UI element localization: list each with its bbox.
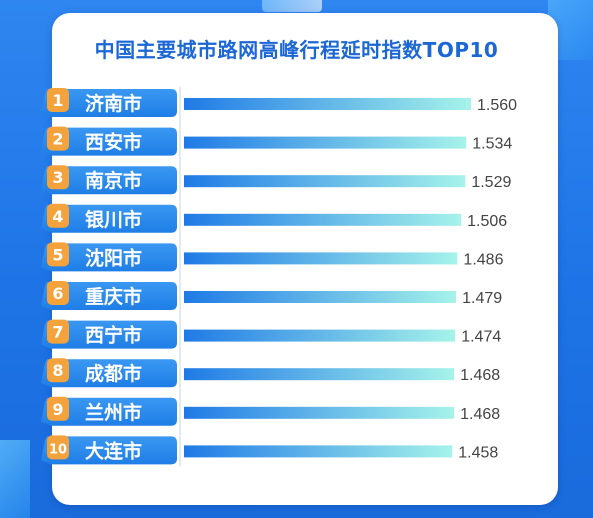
rank-number: 3	[52, 168, 63, 187]
bar	[184, 175, 466, 188]
bar	[184, 98, 472, 110]
data-label: 1.486	[463, 251, 503, 268]
category-label-bg	[41, 282, 177, 310]
rank-badge	[47, 281, 69, 305]
bar	[184, 213, 462, 226]
category-label: 重庆市	[85, 285, 142, 308]
category-label-bg	[41, 320, 177, 349]
rank-number: 1	[52, 91, 63, 110]
category-label: 银川市	[85, 208, 142, 231]
category-label: 兰州市	[85, 401, 142, 424]
data-label: 1.479	[462, 290, 502, 307]
category-label-bg	[41, 359, 177, 388]
category-label: 大连市	[85, 439, 142, 462]
chart-title: 中国主要城市路网高峰行程延时指数TOP10	[94, 38, 499, 62]
data-label: 1.560	[477, 97, 517, 114]
rank-badge	[47, 396, 69, 421]
bar	[184, 368, 455, 381]
bar	[184, 136, 467, 149]
category-label-bg	[41, 166, 177, 195]
rank-number: 9	[52, 400, 63, 419]
rank-badge	[47, 435, 69, 460]
data-label: 1.468	[460, 367, 500, 384]
data-label: 1.506	[467, 213, 507, 230]
category-label: 南京市	[85, 169, 142, 192]
category-label: 济南市	[85, 92, 142, 115]
bar	[184, 445, 453, 458]
category-label: 沈阳市	[85, 246, 142, 269]
bar	[184, 252, 458, 265]
rank-badge	[47, 358, 69, 383]
data-label: 1.458	[458, 444, 498, 461]
rank-number: 10	[49, 442, 67, 457]
category-label: 成都市	[85, 362, 142, 385]
rank-number: 7	[52, 323, 63, 342]
rank-badge	[47, 319, 69, 344]
rank-number: 4	[52, 207, 63, 226]
category-label-bg	[41, 204, 177, 233]
category-label-bg	[41, 89, 177, 117]
rank-badge	[47, 88, 69, 112]
rank-number: 8	[52, 361, 63, 380]
category-label-bg	[41, 397, 177, 426]
data-label: 1.529	[471, 174, 511, 191]
rank-number: 2	[52, 130, 63, 149]
category-label: 西安市	[85, 131, 142, 154]
rank-number: 5	[52, 245, 63, 264]
rank-badge	[47, 165, 69, 190]
rank-number: 6	[52, 284, 63, 303]
rank-badge	[47, 126, 69, 151]
category-label-bg	[41, 243, 177, 272]
bar	[184, 329, 456, 342]
rank-badge	[47, 242, 69, 267]
rank-badge	[47, 203, 69, 228]
data-label: 1.474	[461, 329, 501, 346]
bar	[184, 406, 455, 419]
data-label: 1.534	[472, 136, 512, 153]
bar	[184, 291, 457, 303]
category-label-bg	[41, 436, 177, 465]
data-label: 1.468	[460, 406, 500, 423]
category-label: 西宁市	[85, 324, 142, 347]
category-label-bg	[41, 127, 177, 156]
